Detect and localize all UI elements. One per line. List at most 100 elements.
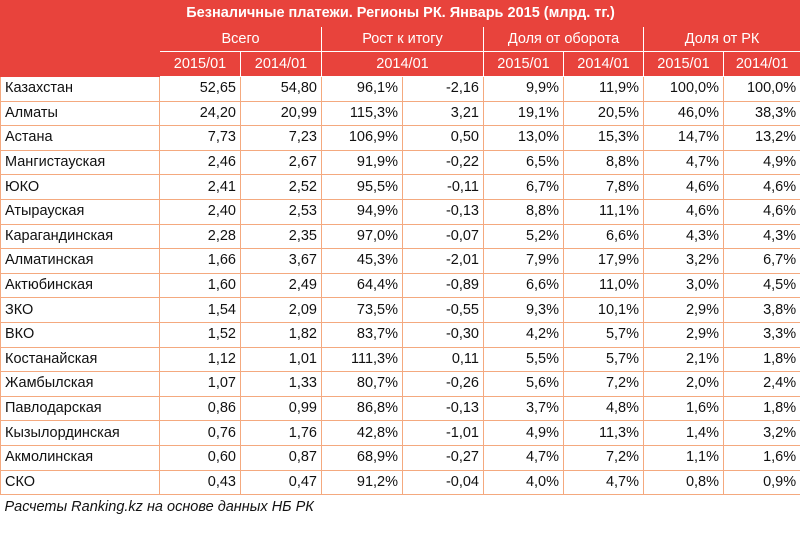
- cell-value: 14,7%: [643, 125, 724, 151]
- cell-value: 2,28: [159, 223, 241, 250]
- region-name: Карагандинская: [0, 223, 160, 250]
- cell-value: 4,6%: [643, 198, 724, 225]
- source-note: Расчеты Ranking.kz на основе данных НБ Р…: [4, 499, 314, 516]
- cell-value: 3,2%: [643, 248, 724, 274]
- cell-value: 2,9%: [643, 297, 724, 323]
- cell-value: 11,9%: [563, 76, 644, 102]
- cell-value: 0,50: [402, 125, 484, 151]
- cell-value: -2,16: [402, 76, 484, 102]
- cell-value: 0,9%: [722, 469, 800, 496]
- cell-value: 45,3%: [321, 248, 403, 274]
- cell-value: 2,9%: [643, 321, 724, 348]
- table-row: Актюбинская 1,60 2,49 64,4% -0,89 6,6% 11,0% 3,…: [0, 272, 800, 299]
- cell-value: 4,3%: [722, 223, 800, 250]
- table-row: ЗКО 1,54 2,09 73,5% -0,55 9,3% 10,1% 2,9% 3,8%: [0, 297, 800, 323]
- cell-value: 52,65: [159, 76, 241, 102]
- cell-value: 0,11: [402, 346, 484, 373]
- cell-value: -0,27: [402, 444, 484, 471]
- subheader-rk-2015: 2015/01: [643, 51, 724, 77]
- cell-value: 100,0%: [643, 76, 724, 102]
- cell-value: 3,3%: [722, 321, 800, 348]
- cell-value: 1,33: [240, 371, 322, 397]
- cell-value: 1,60: [159, 272, 241, 299]
- cell-value: 0,99: [240, 395, 322, 422]
- cell-value: 6,7%: [722, 248, 800, 274]
- region-name: Кызылординская: [0, 420, 160, 446]
- cell-value: 80,7%: [321, 371, 403, 397]
- table-row: Костанайская 1,12 1,01 111,3% 0,11 5,5% 5,7% 2,…: [0, 346, 800, 373]
- cell-value: 91,9%: [321, 149, 403, 176]
- cell-value: 7,73: [159, 125, 241, 151]
- region-name: Акмолинская: [0, 444, 160, 471]
- region-name: СКО: [0, 469, 160, 496]
- cell-value: 4,2%: [483, 321, 564, 348]
- cell-value: 24,20: [159, 100, 241, 127]
- cell-value: 6,6%: [563, 223, 644, 250]
- cell-value: 97,0%: [321, 223, 403, 250]
- cell-value: -0,13: [402, 198, 484, 225]
- region-name: Костанайская: [0, 346, 160, 373]
- group-header-total: Всего: [159, 26, 322, 52]
- group-header-growth: Рост к итогу: [321, 26, 484, 52]
- cell-value: 7,2%: [563, 371, 644, 397]
- table-row: Алматы 24,20 20,99 115,3% 3,21 19,1% 20,5% 46,0…: [0, 100, 800, 127]
- cell-value: -0,07: [402, 223, 484, 250]
- table-row: Карагандинская 2,28 2,35 97,0% -0,07 5,2% 6,6%…: [0, 223, 800, 250]
- cell-value: 2,46: [159, 149, 241, 176]
- cell-value: 2,52: [240, 174, 322, 200]
- cell-value: 1,07: [159, 371, 241, 397]
- cell-value: 20,99: [240, 100, 322, 127]
- cell-value: 6,5%: [483, 149, 564, 176]
- cell-value: 0,76: [159, 420, 241, 446]
- cell-value: 0,43: [159, 469, 241, 496]
- cell-value: -0,30: [402, 321, 484, 348]
- cell-value: 3,0%: [643, 272, 724, 299]
- cell-value: -0,55: [402, 297, 484, 323]
- cell-value: 73,5%: [321, 297, 403, 323]
- cell-value: 3,21: [402, 100, 484, 127]
- subheader-total-2014: 2014/01: [240, 51, 322, 77]
- cell-value: 4,8%: [563, 395, 644, 422]
- table-row: Мангистауская 2,46 2,67 91,9% -0,22 6,5% 8,8% 4…: [0, 149, 800, 176]
- cell-value: 1,6%: [722, 444, 800, 471]
- cell-value: 7,8%: [563, 174, 644, 200]
- cell-value: 1,01: [240, 346, 322, 373]
- cell-value: 20,5%: [563, 100, 644, 127]
- cell-value: 2,49: [240, 272, 322, 299]
- cell-value: 17,9%: [563, 248, 644, 274]
- region-name: Павлодарская: [0, 395, 160, 422]
- cell-value: 2,0%: [643, 371, 724, 397]
- cell-value: 1,4%: [643, 420, 724, 446]
- cell-value: -0,89: [402, 272, 484, 299]
- cell-value: 1,66: [159, 248, 241, 274]
- cell-value: 6,7%: [483, 174, 564, 200]
- cell-value: 38,3%: [722, 100, 800, 127]
- cell-value: 86,8%: [321, 395, 403, 422]
- region-name: Казахстан: [0, 76, 160, 102]
- group-header-turnover-share: Доля от оборота: [483, 26, 644, 52]
- cell-value: 2,53: [240, 198, 322, 225]
- cell-value: 3,2%: [722, 420, 800, 446]
- cell-value: 3,7%: [483, 395, 564, 422]
- cell-value: 94,9%: [321, 198, 403, 225]
- cell-value: 4,6%: [643, 174, 724, 200]
- cell-value: 6,6%: [483, 272, 564, 299]
- cell-value: 4,0%: [483, 469, 564, 496]
- cell-value: 5,6%: [483, 371, 564, 397]
- table-row: Кызылординская 0,76 1,76 42,8% -1,01 4,9% 11,3…: [0, 420, 800, 446]
- cell-value: -1,01: [402, 420, 484, 446]
- payments-table: Безналичные платежи. Регионы РК. Январь …: [0, 0, 800, 516]
- cell-value: 2,4%: [722, 371, 800, 397]
- cell-value: 8,8%: [563, 149, 644, 176]
- subheader-turnover-2015: 2015/01: [483, 51, 564, 77]
- cell-value: 11,3%: [563, 420, 644, 446]
- cell-value: 1,54: [159, 297, 241, 323]
- cell-value: 2,41: [159, 174, 241, 200]
- cell-value: -0,11: [402, 174, 484, 200]
- region-name: Астана: [0, 125, 160, 151]
- region-name: ВКО: [0, 321, 160, 348]
- table-title: Безналичные платежи. Регионы РК. Январь …: [0, 0, 800, 27]
- group-header-rk-share: Доля от РК: [642, 26, 800, 52]
- cell-value: 9,9%: [483, 76, 564, 102]
- table-row: СКО 0,43 0,47 91,2% -0,04 4,0% 4,7% 0,8% 0,9%: [0, 469, 800, 496]
